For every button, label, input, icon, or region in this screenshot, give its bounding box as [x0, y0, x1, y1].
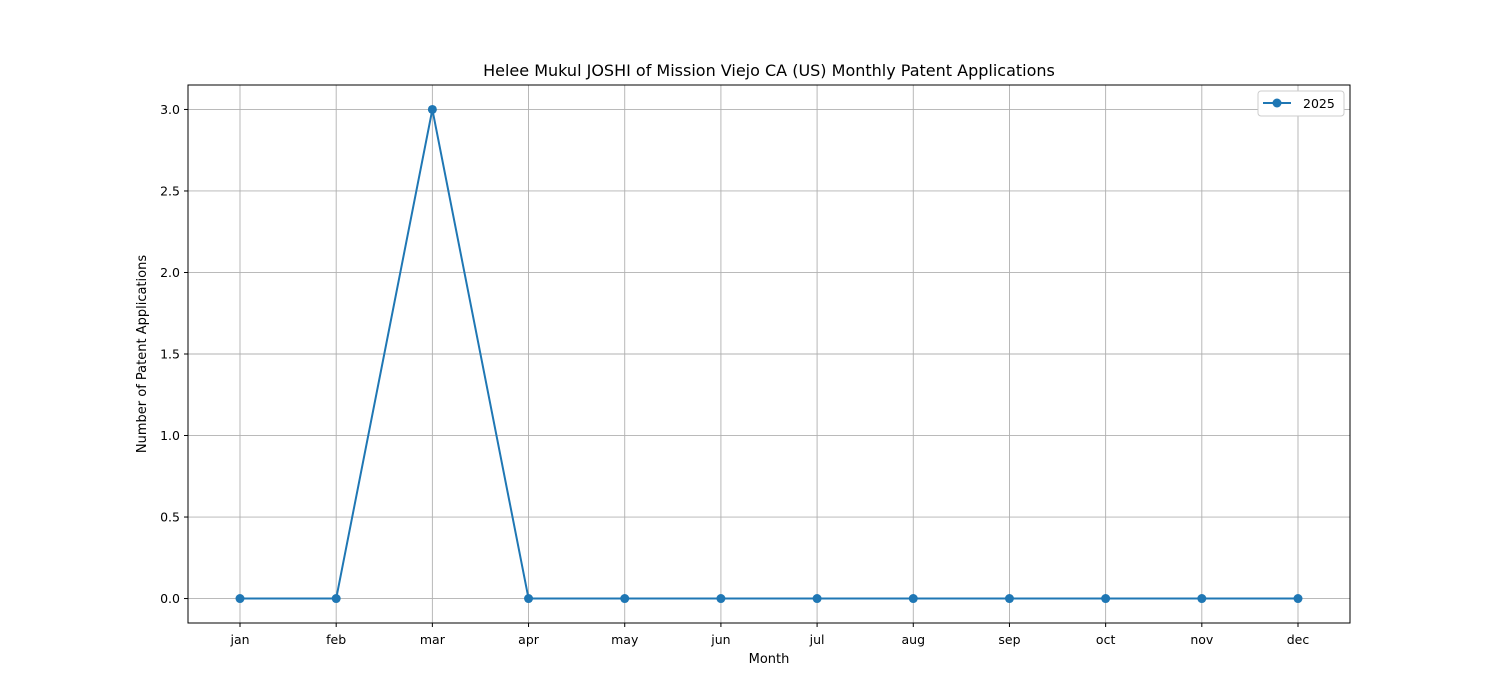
y-tick-label: 2.0 — [160, 265, 180, 280]
data-point-nov — [1197, 594, 1207, 604]
x-tick-label: apr — [518, 632, 540, 647]
y-axis-label: Number of Patent Applications — [135, 255, 150, 453]
y-tick-label: 2.5 — [160, 183, 180, 198]
data-point-may — [620, 594, 630, 604]
legend-marker-swatch — [1272, 98, 1282, 108]
x-tick-label: may — [611, 632, 639, 647]
legend-label: 2025 — [1303, 96, 1335, 111]
axis-ticks: jan feb mar apr may jun jul aug sep oct nov dec 0.0 0… — [160, 102, 1309, 647]
y-tick-label: 1.5 — [160, 347, 180, 362]
x-tick-label: nov — [1190, 632, 1214, 647]
x-tick-label: feb — [326, 632, 346, 647]
x-tick-label: sep — [998, 632, 1020, 647]
grid — [188, 85, 1350, 623]
series-line-2025 — [240, 108, 1298, 600]
x-tick-label: mar — [420, 632, 446, 647]
data-point-jan — [235, 594, 245, 604]
y-tick-label: 0.5 — [160, 510, 180, 525]
x-tick-label: jan — [229, 632, 249, 647]
data-point-jul — [812, 594, 822, 604]
chart-title: Helee Mukul JOSHI of Mission Viejo CA (U… — [483, 61, 1055, 80]
legend-box — [1257, 90, 1345, 117]
x-tick-label: dec — [1287, 632, 1310, 647]
data-point-aug — [908, 594, 918, 604]
x-tick-label: jul — [809, 632, 825, 647]
x-axis-label: Month — [749, 652, 790, 667]
data-point-dec — [1293, 594, 1303, 604]
series-group — [235, 104, 1303, 604]
data-point-sep — [1004, 594, 1014, 604]
y-tick-label: 1.0 — [160, 428, 180, 443]
x-tick-label: aug — [902, 632, 926, 647]
y-tick-label: 3.0 — [160, 102, 180, 117]
plot-area-frame — [187, 84, 1351, 624]
y-tick-label: 0.0 — [160, 591, 180, 606]
data-point-apr — [524, 594, 534, 604]
legend: 2025 — [1257, 90, 1345, 117]
data-point-oct — [1101, 594, 1111, 604]
data-point-jun — [716, 594, 726, 604]
x-tick-label: jun — [710, 632, 730, 647]
data-point-feb — [331, 594, 341, 604]
data-point-mar — [427, 104, 437, 114]
x-tick-label: oct — [1096, 632, 1116, 647]
